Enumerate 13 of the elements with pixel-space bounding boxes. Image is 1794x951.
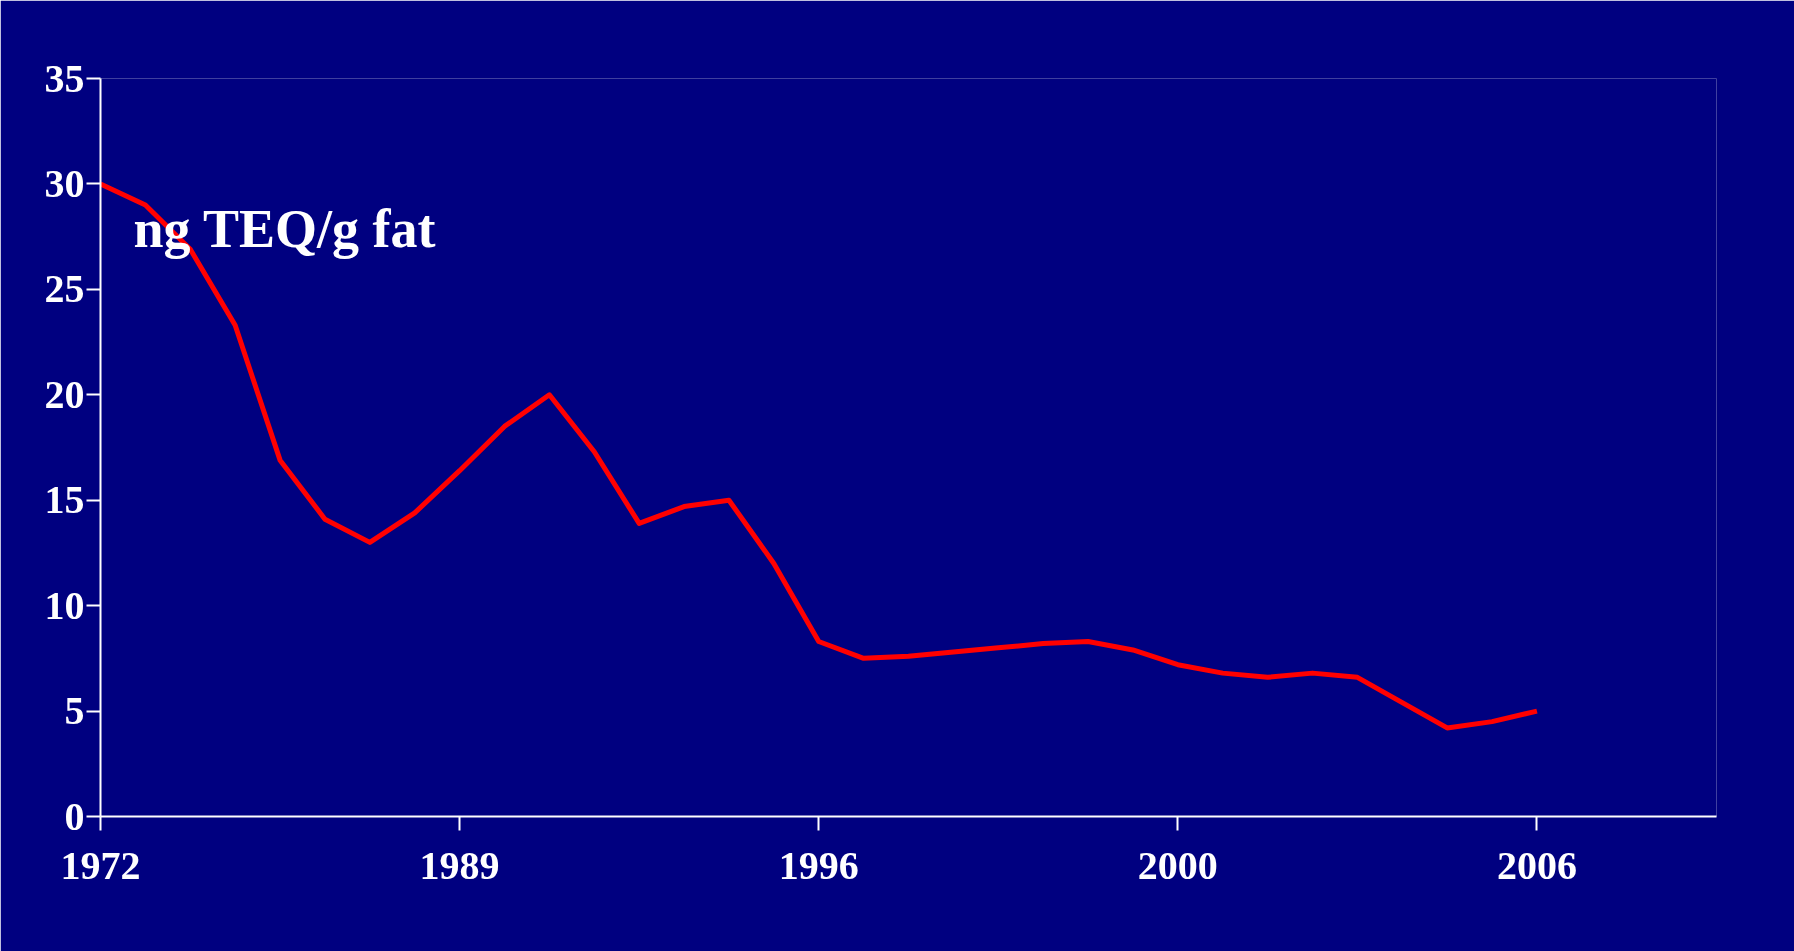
- x-tick-label: 1996: [778, 842, 859, 888]
- y-tick-label: 0: [64, 793, 85, 839]
- x-tick-label: 1989: [419, 842, 500, 888]
- x-tick-label: 2006: [1496, 842, 1577, 888]
- y-tick-label: 15: [44, 477, 85, 523]
- y-tick-label: 25: [44, 266, 85, 312]
- y-tick-label: 10: [44, 582, 85, 628]
- y-tick-label: 20: [44, 371, 85, 417]
- y-tick-label: 35: [44, 55, 85, 101]
- x-tick-label: 2000: [1137, 842, 1218, 888]
- y-tick-label: 5: [64, 688, 85, 734]
- x-tick-label: 1972: [60, 842, 141, 888]
- y-tick-label: 30: [44, 160, 85, 206]
